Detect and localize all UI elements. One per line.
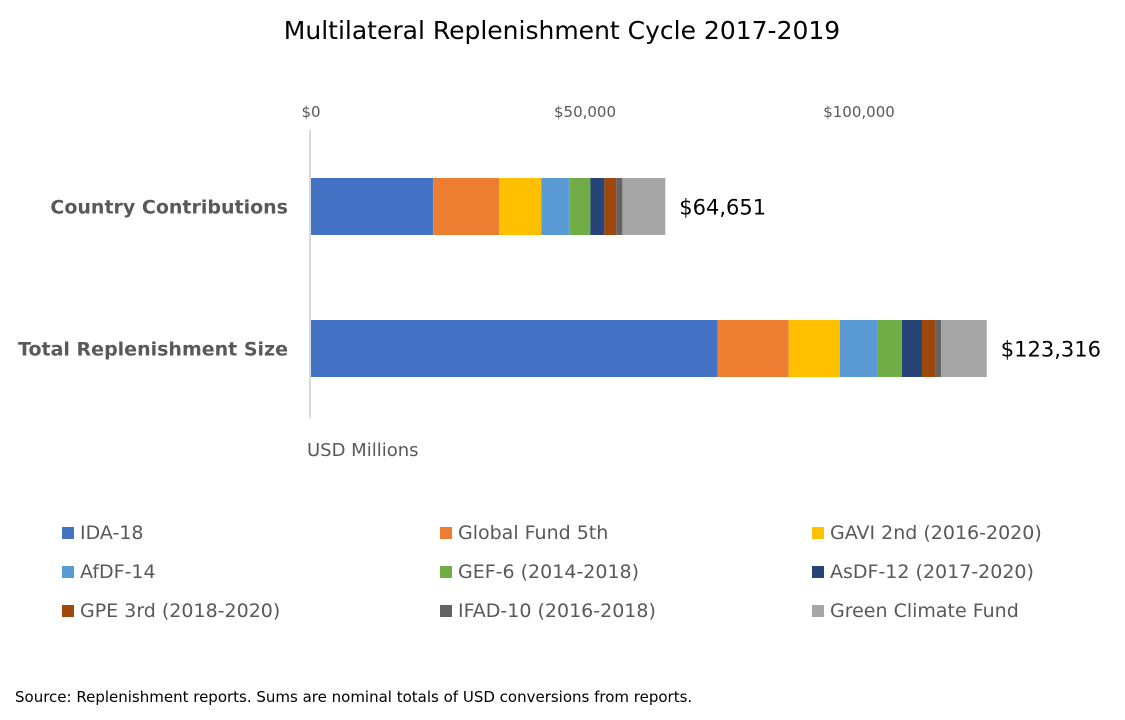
legend-swatch — [812, 605, 824, 617]
legend-swatch — [440, 605, 452, 617]
bar-segment — [569, 178, 591, 235]
legend-label: GEF-6 (2014-2018) — [458, 561, 639, 583]
x-axis-title: USD Millions — [307, 440, 419, 461]
bar-segment — [311, 178, 434, 235]
bar-segment — [877, 320, 902, 377]
bar-segment — [499, 178, 542, 235]
legend-swatch — [440, 566, 452, 578]
category-labels: Country Contributions Total Replenishment… — [18, 197, 288, 361]
legend-swatch — [812, 527, 824, 539]
legend-swatch — [440, 527, 452, 539]
legend-label: Global Fund 5th — [458, 522, 608, 544]
legend-label: AsDF-12 (2017-2020) — [830, 561, 1034, 583]
total-data-label: $64,651 — [679, 196, 766, 220]
legend-label: Green Climate Fund — [830, 600, 1019, 622]
bar-segment — [616, 178, 623, 235]
bar-segment — [922, 320, 936, 377]
x-tick-label: $100,000 — [823, 103, 895, 121]
legend-swatch — [62, 605, 74, 617]
total-data-label: $123,316 — [1001, 338, 1101, 362]
bar-segment — [433, 178, 500, 235]
bar-segment — [590, 178, 605, 235]
legend-swatch — [62, 566, 74, 578]
bar-segment — [604, 178, 617, 235]
bar-segment — [941, 320, 987, 377]
chart-title: Multilateral Replenishment Cycle 2017-20… — [284, 16, 840, 45]
x-tick-label: $50,000 — [554, 103, 616, 121]
category-label: Country Contributions — [50, 197, 288, 219]
bar-segment — [311, 320, 718, 377]
bars — [311, 178, 987, 377]
legend-label: GPE 3rd (2018-2020) — [80, 600, 280, 622]
bar-segment — [541, 178, 570, 235]
category-label: Total Replenishment Size — [18, 339, 288, 361]
bar-segment — [839, 320, 878, 377]
legend: IDA-18 Global Fund 5th GAVI 2nd (2016-2020… — [62, 522, 1042, 622]
bar-segment — [788, 320, 840, 377]
x-tick-label: $0 — [301, 103, 320, 121]
legend-swatch — [812, 566, 824, 578]
bar-segment — [622, 178, 666, 235]
bar-segment — [901, 320, 923, 377]
bar-segment — [935, 320, 942, 377]
legend-label: IDA-18 — [80, 522, 144, 544]
legend-label: IFAD-10 (2016-2018) — [458, 600, 656, 622]
source-note: Source: Replenishment reports. Sums are … — [15, 688, 692, 706]
total-labels: $64,651 $123,316 — [679, 196, 1101, 362]
x-axis-ticks: $0 $50,000 $100,000 — [301, 103, 894, 121]
legend-swatch — [62, 527, 74, 539]
bar-segment — [717, 320, 789, 377]
legend-label: AfDF-14 — [80, 561, 156, 583]
legend-label: GAVI 2nd (2016-2020) — [830, 522, 1042, 544]
